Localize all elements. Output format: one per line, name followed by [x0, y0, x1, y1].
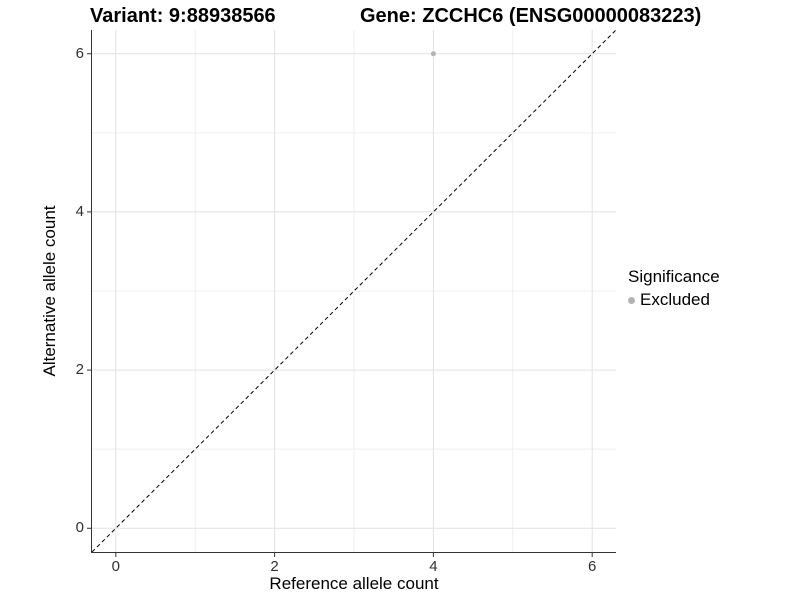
y-tick-label-1: 2 [75, 361, 84, 379]
legend-marker-circle-icon [628, 296, 635, 304]
x-tick-label-0: 0 [111, 558, 120, 575]
legend-title: Significance [628, 267, 720, 286]
x-tick-label-3: 6 [588, 558, 597, 575]
identity-line [91, 29, 617, 553]
x-axis-title: Reference allele count [269, 574, 439, 593]
x-tick-label-1: 2 [270, 558, 279, 575]
legend-item-excluded: Excluded [628, 290, 720, 310]
y-axis-title: Alternative allele count [40, 205, 59, 377]
y-tick-label-2: 4 [75, 202, 84, 220]
variant-title: Variant: 9:88938566 [90, 5, 276, 27]
legend-item-label: Excluded [640, 290, 710, 309]
x-tick-label-2: 4 [429, 558, 438, 575]
y-tick-label-0: 0 [75, 519, 84, 537]
legend: Significance Excluded [628, 266, 720, 310]
gene-title: Gene: ZCCHC6 (ENSG00000083223) [360, 5, 702, 27]
data-point-excluded [430, 51, 436, 57]
y-tick-label-3: 6 [75, 44, 84, 62]
